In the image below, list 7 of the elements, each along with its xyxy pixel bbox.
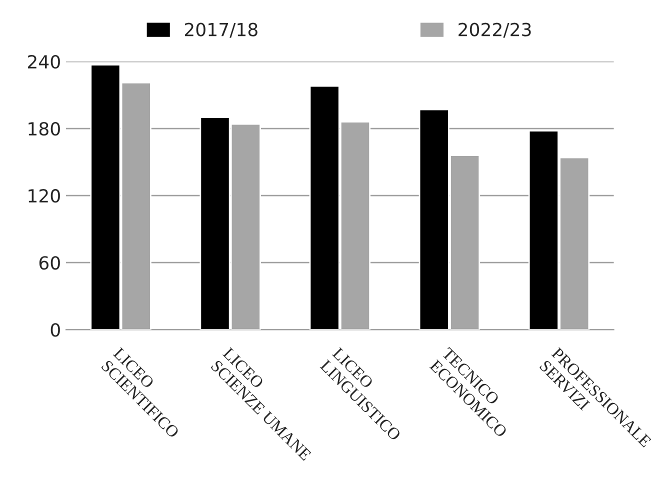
y-tick-label: 0 xyxy=(50,323,60,337)
y-tick-label: 240 xyxy=(28,54,60,69)
legend-label: 2022/23 xyxy=(458,22,531,38)
y-tick-label: 180 xyxy=(28,122,60,136)
legend-label: 2017/18 xyxy=(184,22,258,38)
y-tick-label: 120 xyxy=(28,189,60,203)
y-tick-label: 60 xyxy=(39,256,60,270)
